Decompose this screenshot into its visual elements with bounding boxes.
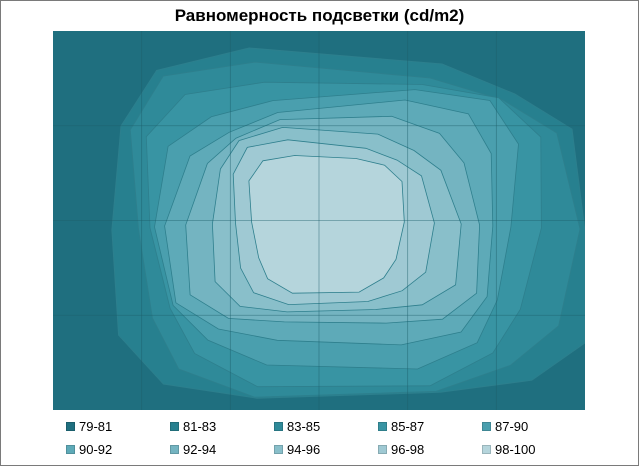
legend-label: 92-94 [183, 441, 217, 457]
legend-swatch [378, 421, 387, 431]
legend-swatch [482, 444, 491, 454]
legend-item: 81-83 [170, 418, 274, 434]
legend-item: 83-85 [274, 418, 378, 434]
legend-label: 81-83 [183, 418, 217, 434]
legend-swatch [170, 421, 179, 431]
contour-plot [53, 31, 585, 410]
legend-swatch [66, 421, 75, 431]
legend-item: 90-92 [66, 441, 170, 457]
legend-item: 94-96 [274, 441, 378, 457]
legend: 79-81 81-83 83-85 85-87 87-90 90-92 92-94 94-96… [66, 418, 586, 457]
legend-swatch [274, 444, 283, 454]
legend-item: 87-90 [482, 418, 586, 434]
legend-label: 90-92 [79, 441, 113, 457]
legend-label: 83-85 [287, 418, 321, 434]
legend-swatch [378, 444, 387, 454]
legend-item: 96-98 [378, 441, 482, 457]
legend-label: 85-87 [391, 418, 425, 434]
legend-label: 98-100 [495, 441, 536, 457]
legend-swatch [274, 421, 283, 431]
legend-label: 79-81 [79, 418, 113, 434]
legend-item: 92-94 [170, 441, 274, 457]
plot-gridlines [53, 31, 585, 410]
legend-label: 87-90 [495, 418, 529, 434]
legend-item: 98-100 [482, 441, 586, 457]
legend-item: 85-87 [378, 418, 482, 434]
legend-swatch [170, 444, 179, 454]
legend-item: 79-81 [66, 418, 170, 434]
legend-swatch [482, 421, 491, 431]
legend-label: 94-96 [287, 441, 321, 457]
contour-band-98-100 [248, 155, 405, 294]
chart-title: Равномерность подсветки (cd/m2) [174, 6, 465, 25]
legend-swatch [66, 444, 75, 454]
legend-label: 96-98 [391, 441, 425, 457]
